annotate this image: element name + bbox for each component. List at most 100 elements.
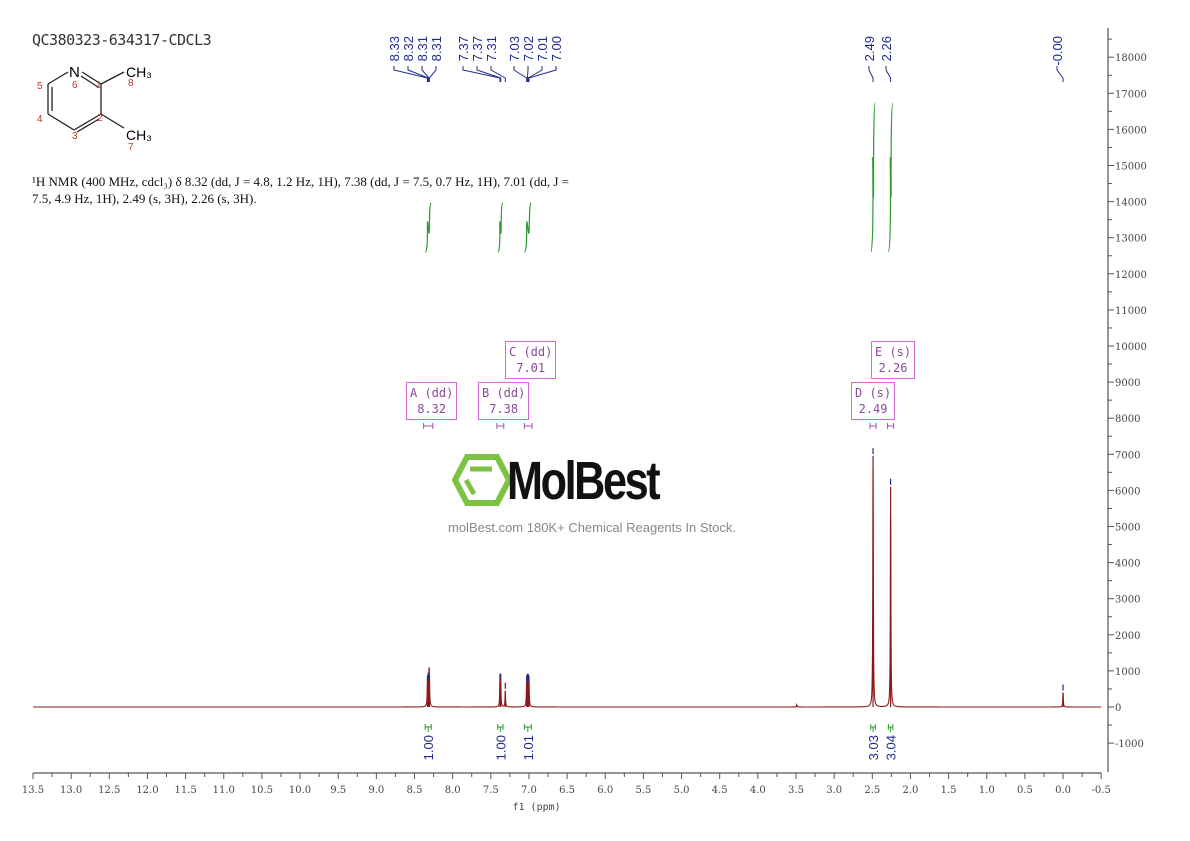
peak-label-connector	[407, 66, 429, 82]
multiplet-range	[869, 423, 877, 429]
x-tick-label: 8.5	[407, 785, 423, 796]
peak-label: 8.31	[429, 36, 444, 61]
multiplet-shift: 8.32	[417, 402, 447, 416]
y-tick-label: 1000	[1115, 667, 1140, 678]
x-tick-label: 11.5	[174, 785, 196, 796]
y-tick-label: 13000	[1115, 234, 1147, 245]
peak-label-connector	[528, 66, 557, 82]
y-tick-label: 17000	[1115, 89, 1147, 100]
atom-number: 3	[72, 131, 78, 142]
x-tick-label: 3.5	[788, 785, 804, 796]
y-tick-label: 8000	[1115, 414, 1140, 425]
peak-label-connector	[527, 66, 543, 82]
y-tick-label: 11000	[1115, 306, 1147, 317]
x-tick-label: 13.5	[22, 785, 44, 796]
watermark-tagline: molBest.com 180K+ Chemical Reagents In S…	[448, 520, 736, 535]
multiplet-range	[496, 423, 505, 429]
peak-label: 2.49	[862, 36, 877, 61]
peak-label-connector	[513, 66, 528, 82]
integral-curve	[523, 202, 532, 253]
multiplet-label: B (dd)	[482, 386, 526, 400]
x-tick-label: 7.5	[483, 785, 499, 796]
x-tick-label: -0.5	[1092, 785, 1111, 796]
peak-label: 7.01	[535, 36, 550, 61]
peak-label-connector	[476, 66, 502, 82]
description-line: 7.5, 4.9 Hz, 1H), 2.49 (s, 3H), 2.26 (s,…	[32, 191, 257, 206]
multiplet-box: D (s) 2.49	[851, 382, 896, 420]
x-tick-label: 2.5	[864, 785, 880, 796]
integral-value: 1.01	[521, 735, 536, 760]
peak-label-connector	[462, 66, 501, 82]
x-tick-label: 1.0	[979, 785, 995, 796]
x-tick-label: 11.0	[213, 785, 235, 796]
integral-bracket	[870, 724, 876, 732]
peak-label: 7.03	[507, 36, 522, 61]
x-tick-label: 10.0	[289, 785, 311, 796]
x-tick-label: 12.0	[136, 785, 158, 796]
atom-ch3-bottom: CH₃	[126, 127, 152, 143]
multiplet-label: D (s)	[855, 386, 892, 400]
atom-number: 5	[37, 81, 43, 92]
x-tick-label: 13.0	[60, 785, 82, 796]
x-tick-label: 7.0	[521, 785, 537, 796]
molecule-structure: N CH₃ CH₃ 1 2 3 4 5 6 7 8	[37, 64, 152, 153]
integral-curve	[497, 202, 504, 253]
integral-value: 3.03	[866, 735, 881, 760]
multiplet-label: A (dd)	[410, 386, 454, 400]
peak-label-connector	[428, 66, 437, 82]
y-tick-label: 2000	[1115, 631, 1140, 642]
multiplet-shift: 2.49	[858, 402, 888, 416]
multiplet-box: A (dd) 8.32	[406, 382, 458, 420]
x-tick-label: 10.5	[251, 785, 273, 796]
peak-label: 8.31	[415, 36, 430, 61]
y-tick-label: 5000	[1115, 523, 1140, 534]
x-tick-label: 0.5	[1017, 785, 1033, 796]
y-tick-label: 0	[1115, 703, 1121, 714]
x-tick-label: 2.0	[902, 785, 918, 796]
multiplet-range	[887, 423, 895, 429]
integral-bracket	[497, 724, 504, 732]
integral-bracket	[887, 724, 894, 732]
integral-value: 3.04	[884, 735, 899, 760]
x-tick-label: 6.5	[559, 785, 575, 796]
sample-title: QC380323-634317-CDCL3	[32, 31, 212, 49]
y-tick-label: 15000	[1115, 162, 1147, 173]
atom-ch3-top: CH₃	[126, 64, 152, 80]
x-tick-label: 9.0	[368, 785, 384, 796]
peak-label-connector	[393, 66, 428, 82]
x-axis-label: f1 (ppm)	[512, 802, 560, 813]
x-tick-label: 1.5	[941, 785, 957, 796]
x-tick-label: 4.5	[712, 785, 728, 796]
y-tick-label: 16000	[1115, 125, 1147, 136]
nmr-description: ¹H NMR (400 MHz, cdcl₃) δ 8.32 (dd, J = …	[32, 173, 612, 207]
x-tick-label: 0.0	[1055, 785, 1071, 796]
y-tick-label: 18000	[1115, 53, 1147, 64]
peak-label: 8.33	[387, 36, 402, 61]
watermark-brand: MolBest	[507, 451, 661, 511]
integral-curve	[870, 102, 876, 253]
peak-label-connector	[526, 66, 529, 82]
x-tick-label: 5.0	[674, 785, 690, 796]
integral-curve	[424, 202, 432, 253]
y-tick-label: -1000	[1115, 739, 1144, 750]
multiplet-box: C (dd) 7.01	[505, 341, 557, 379]
integral-curve	[887, 102, 894, 253]
x-tick-label: 5.5	[635, 785, 651, 796]
molbest-logo-icon	[452, 454, 512, 506]
integral-bracket	[523, 724, 532, 732]
y-tick-label: 10000	[1115, 342, 1147, 353]
multiplet-box: E (s) 2.26	[871, 341, 916, 379]
atom-number: 8	[128, 78, 134, 89]
peak-label: 7.00	[549, 36, 564, 61]
y-tick-label: 9000	[1115, 378, 1140, 389]
integral-value: 1.00	[493, 735, 508, 760]
y-tick-label: 4000	[1115, 559, 1140, 570]
multiplet-label: C (dd)	[509, 345, 553, 359]
peak-label-connector	[868, 66, 874, 82]
y-tick-label: 3000	[1115, 595, 1140, 606]
peak-label: 7.02	[521, 36, 536, 61]
y-tick-label: 14000	[1115, 198, 1147, 209]
multiplet-range	[523, 423, 533, 429]
atom-number: 7	[128, 142, 134, 153]
